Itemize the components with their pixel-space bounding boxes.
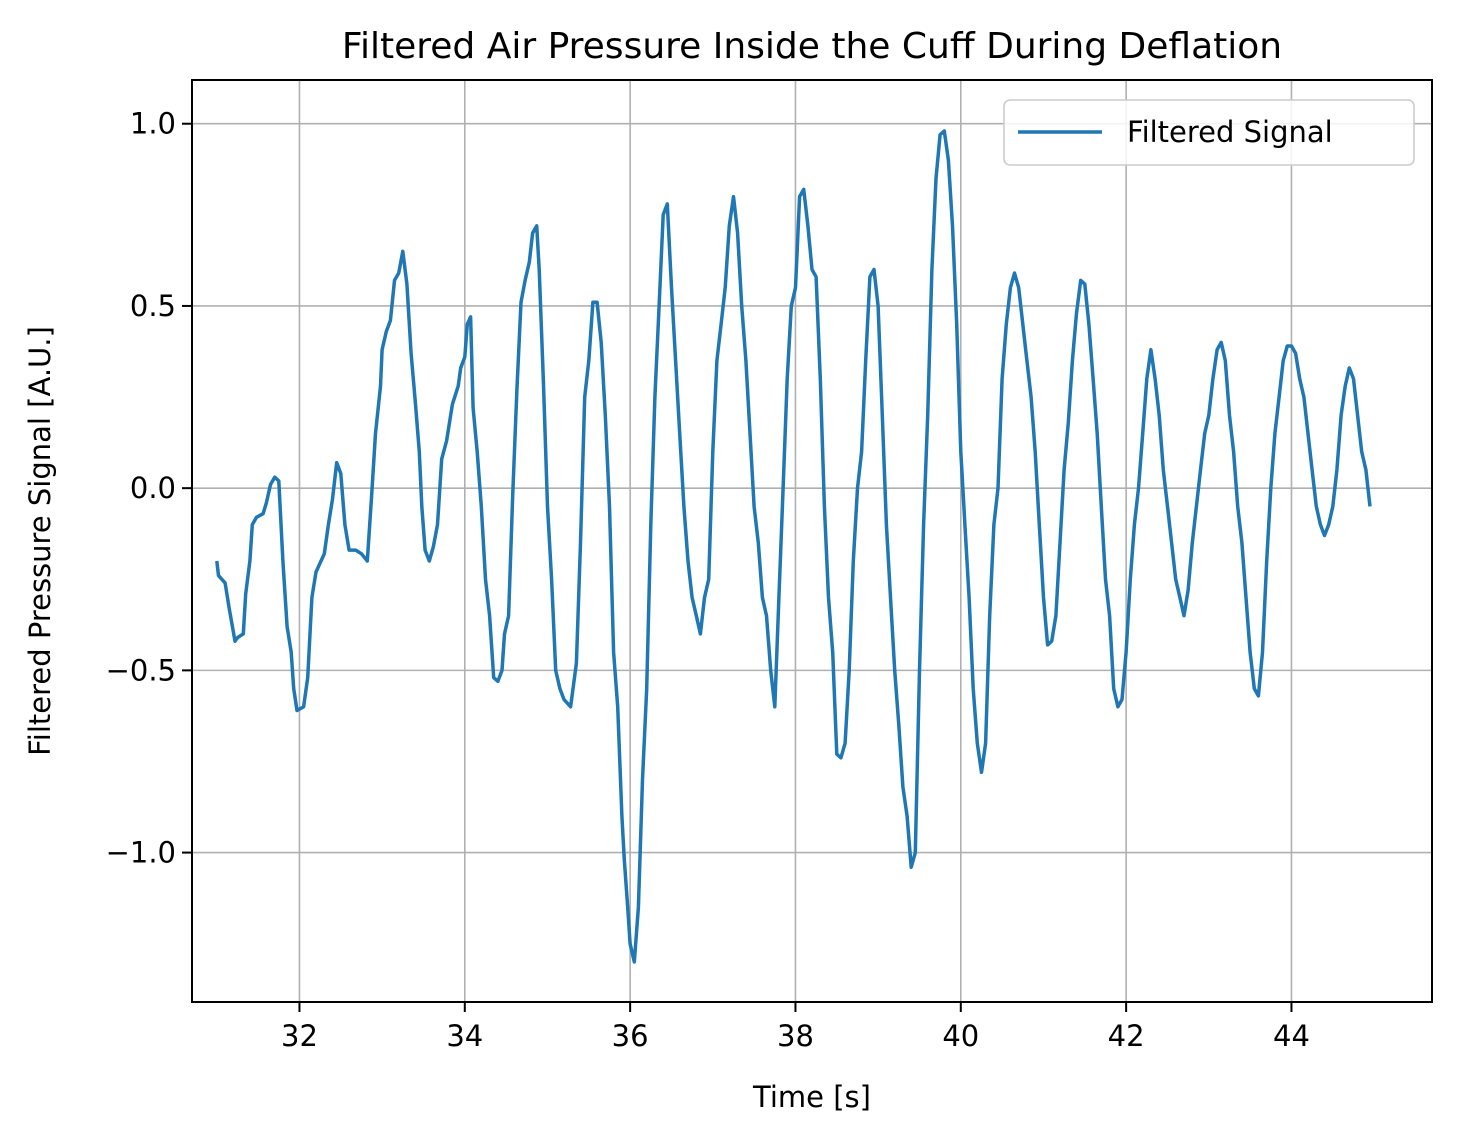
y-axis-label: Filtered Pressure Signal [A.U.] [23,326,57,756]
x-tick-label: 36 [612,1019,649,1053]
x-tick-label: 38 [777,1019,814,1053]
x-tick-label: 44 [1273,1019,1310,1053]
grid-lines [192,80,1432,1002]
plot-area [192,80,1432,1002]
x-tick-label: 42 [1108,1019,1145,1053]
series-line-filtered-signal [215,129,1372,964]
legend: Filtered Signal [1003,99,1415,166]
y-tick-label: 0.0 [130,471,176,505]
x-tick-label: 40 [942,1019,979,1053]
y-tick-label: 1.0 [130,107,176,141]
chart-title: Filtered Air Pressure Inside the Cuff Du… [342,26,1282,67]
x-axis-label: Time [s] [752,1080,871,1114]
series-layer [215,129,1372,964]
plot-frame [191,79,1433,1003]
legend-label: Filtered Signal [1127,115,1333,149]
legend-box [1003,99,1415,166]
y-tick-label: −0.5 [106,653,176,687]
axis-ticks: 32 34 36 38 40 42 44 1.0 0.5 0.0 −0.5 −1.0 [106,107,1310,1053]
y-tick-label: 0.5 [130,289,176,323]
x-tick-label: 34 [446,1019,483,1053]
x-tick-label: 32 [281,1019,318,1053]
y-tick-label: −1.0 [106,836,176,870]
